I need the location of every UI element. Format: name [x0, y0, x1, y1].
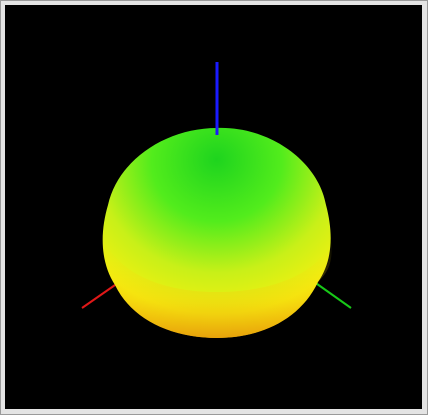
pattern-lobe-shading — [103, 240, 332, 338]
3d-viewport — [5, 5, 422, 409]
